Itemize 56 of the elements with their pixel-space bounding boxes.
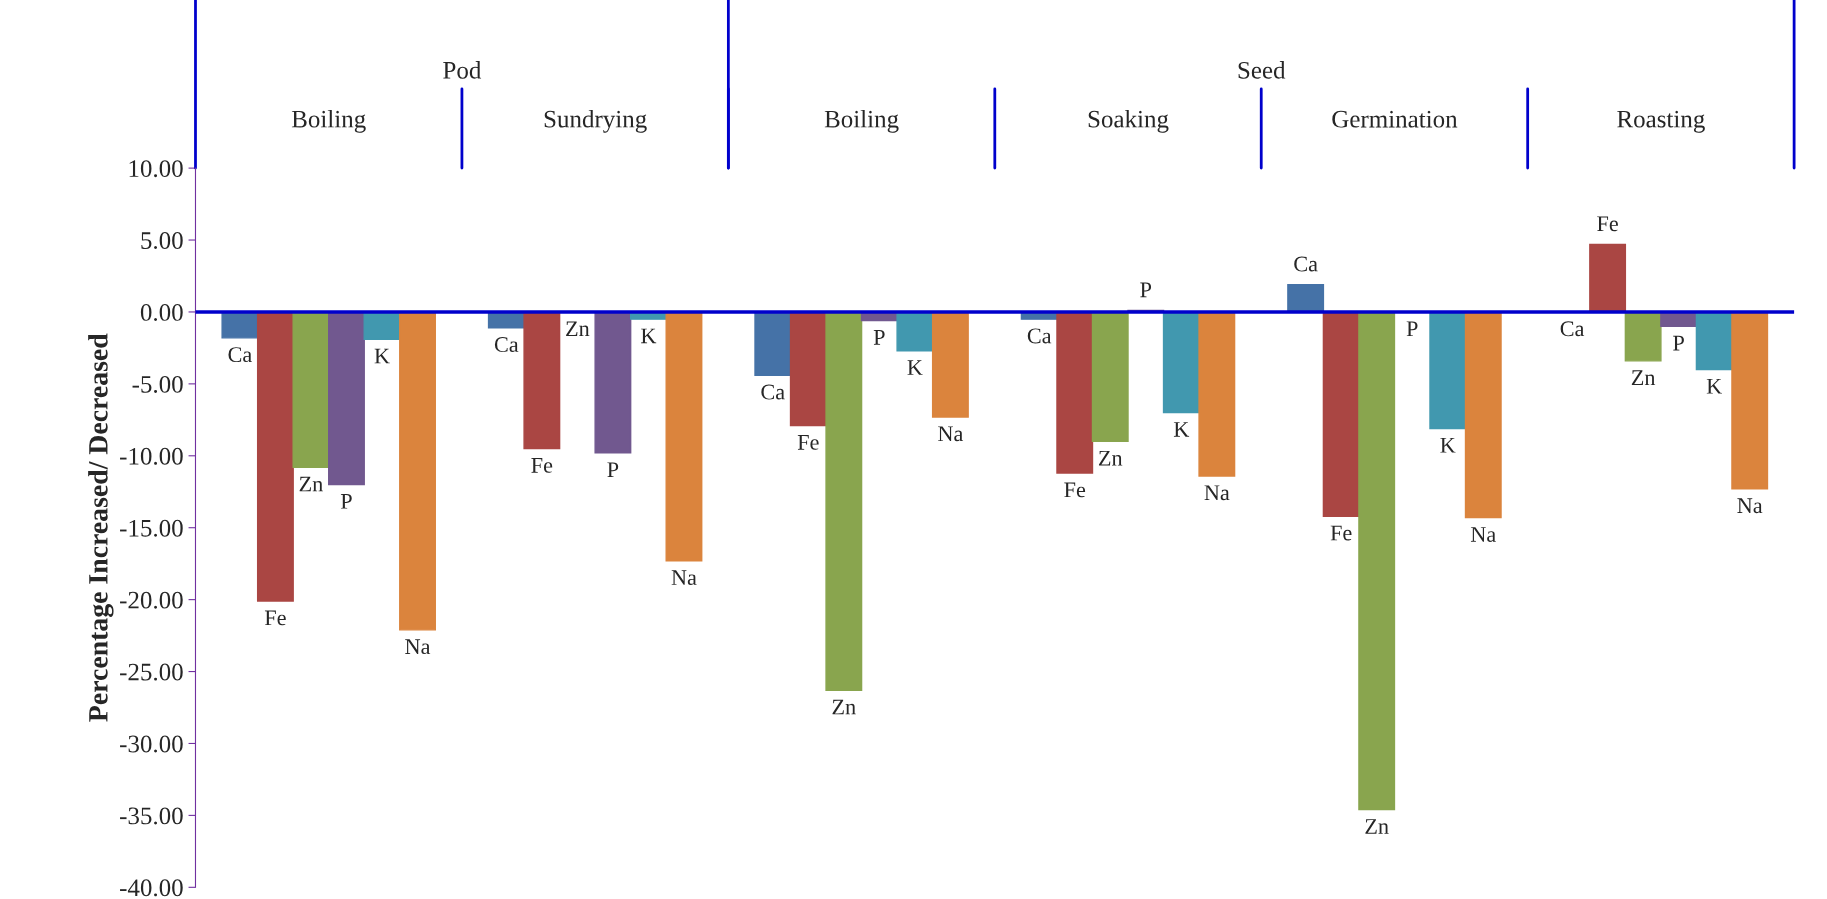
x-tick-label: Soaking	[1088, 109, 1169, 133]
y-tick-label: -25.00	[120, 663, 183, 681]
text: Na	[1737, 498, 1763, 514]
series-label: P	[607, 462, 619, 477]
text: Fe	[264, 610, 286, 626]
y-tick-label: -40.00	[120, 879, 183, 897]
y-tick-label: -35.00	[120, 807, 183, 825]
y-tick-label: -10.00	[120, 447, 183, 465]
text: P	[1140, 282, 1152, 298]
x-tick-label: Boiling	[291, 109, 366, 133]
y-tick-label: -30.00	[120, 735, 183, 753]
text: Ca	[228, 347, 252, 363]
text: P	[873, 330, 885, 345]
text: Fe	[1597, 216, 1618, 232]
series-label: Na	[671, 570, 697, 586]
series-label: Fe	[1330, 525, 1352, 541]
y-tick-label: -20.00	[120, 591, 183, 609]
text: K	[1173, 422, 1190, 437]
text: Zn	[1631, 370, 1656, 385]
y-tick-label: -15.00	[120, 519, 183, 537]
text: Zn	[832, 699, 856, 715]
series-label: Zn	[299, 476, 323, 492]
text: Ca	[1294, 256, 1318, 272]
text: Na	[938, 426, 964, 442]
text: K	[907, 360, 923, 375]
text: Na	[1470, 527, 1496, 542]
text: P	[340, 494, 352, 509]
text: Zn	[1098, 450, 1123, 466]
y-tick-label: 5.00	[141, 232, 183, 250]
text: P	[1673, 335, 1684, 351]
y-tick-label: -5.00	[132, 375, 183, 393]
y-axis-title: Percentage Increased/ Decreased	[88, 333, 114, 722]
text: K	[641, 328, 657, 344]
text: Zn	[1365, 819, 1389, 834]
text: Na	[405, 639, 431, 655]
x-tick-label: Sundrying	[544, 109, 647, 133]
x-tick-label: Roasting	[1617, 110, 1705, 133]
y-tick-label: 10.00	[129, 160, 183, 178]
y-tick-label: 0.00	[140, 304, 183, 321]
text: K	[1440, 437, 1456, 453]
series-label: Ca	[494, 337, 519, 353]
series-label: K	[374, 348, 390, 364]
text: Fe	[531, 458, 553, 473]
text: Fe	[797, 435, 819, 450]
text: Fe	[1064, 482, 1086, 498]
text: P	[1406, 321, 1418, 336]
text: Ca	[1027, 328, 1052, 344]
x-tick-label: Boiling	[824, 109, 899, 133]
text: Na	[1204, 485, 1230, 501]
text: Ca	[761, 384, 785, 400]
text: Seed	[1238, 61, 1286, 79]
text: Zn	[566, 321, 590, 336]
text: Ca	[1560, 321, 1585, 337]
text: K	[1706, 378, 1722, 394]
x-tick-label: Germination	[1332, 110, 1458, 128]
text: Pod	[443, 61, 482, 79]
